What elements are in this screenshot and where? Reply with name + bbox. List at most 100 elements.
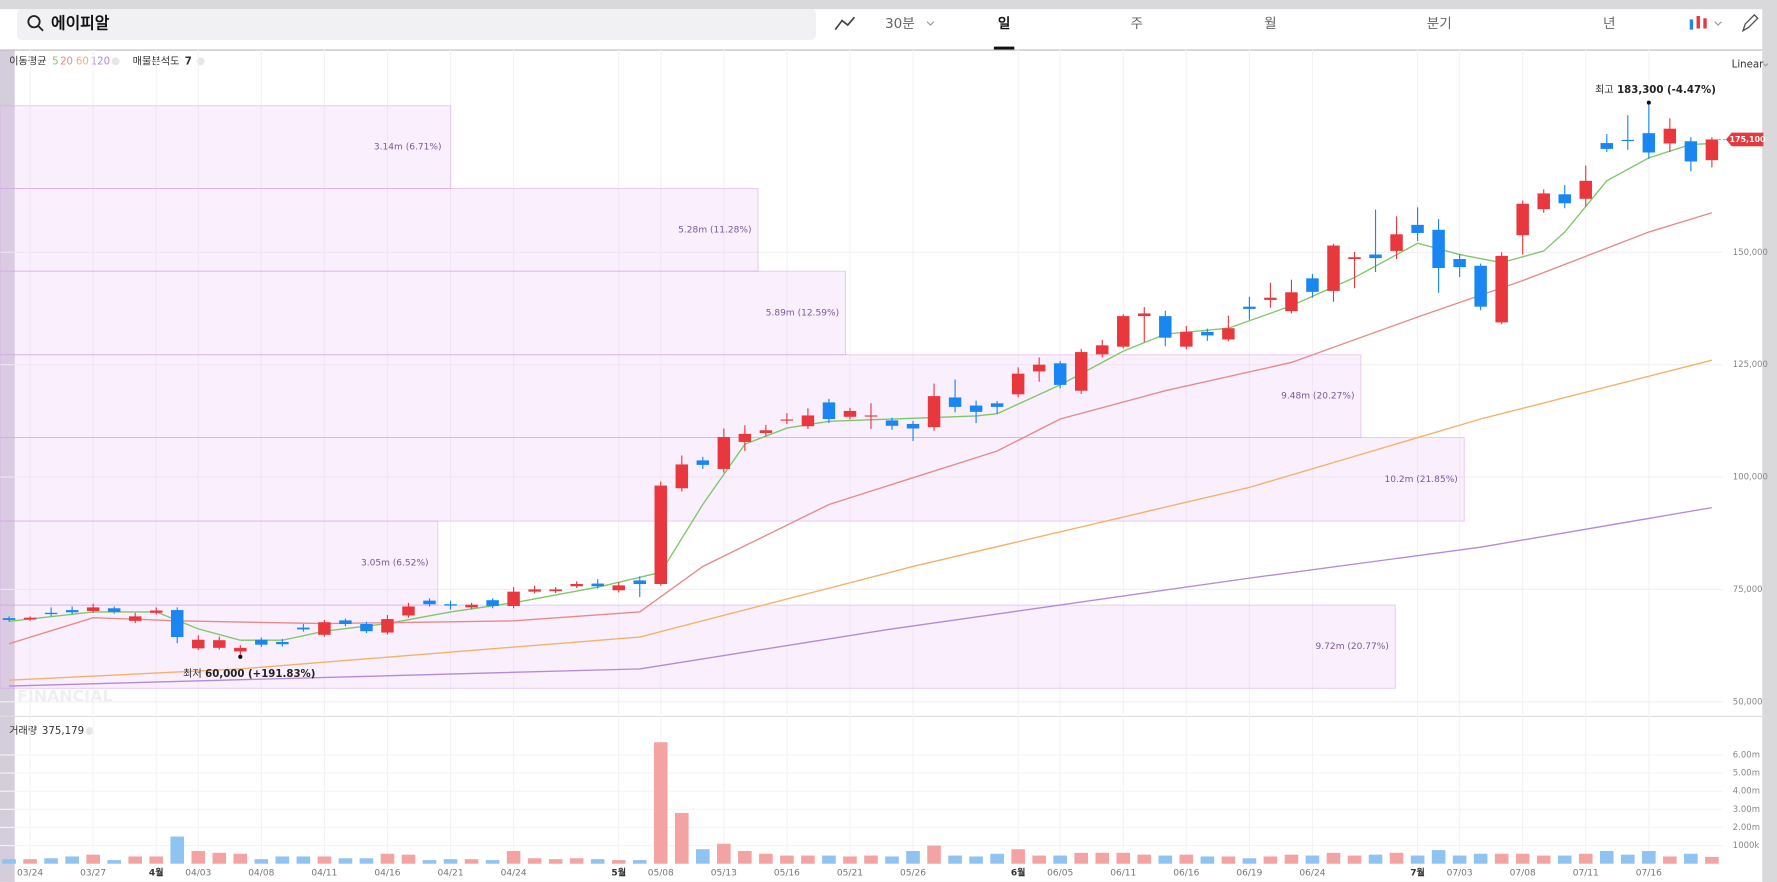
volume-bar <box>233 853 248 864</box>
remove-button[interactable] <box>111 57 120 66</box>
profile-legend-count: 7 <box>185 56 192 67</box>
x-tick-label: 03/27 <box>80 868 106 878</box>
profile-band <box>0 188 759 272</box>
volume-bar <box>1242 858 1257 864</box>
search-text[interactable]: 에이피알 <box>51 13 110 32</box>
candle-body <box>86 607 100 611</box>
period-tab[interactable]: 월 <box>1264 16 1276 32</box>
volume-bar <box>1179 854 1194 864</box>
candle-body <box>1053 363 1067 385</box>
volume-bar <box>149 856 164 864</box>
candle-body <box>1495 255 1508 323</box>
indicator-icon[interactable] <box>834 16 856 31</box>
volume-bar <box>65 856 79 864</box>
ma-legend-entry: 5 <box>52 56 58 67</box>
volume-bar <box>864 855 878 864</box>
candle-body <box>1348 257 1361 260</box>
volume-bar <box>359 858 374 864</box>
period-tab[interactable]: 년 <box>1603 16 1616 32</box>
volume-bar <box>1326 852 1341 864</box>
ma-legend-label: 이동평균 <box>9 55 47 67</box>
candle-body <box>1285 292 1298 312</box>
candle-body <box>213 640 226 648</box>
volume-bar <box>548 859 563 864</box>
volume-bar <box>1305 855 1320 864</box>
candle-body <box>128 616 142 621</box>
low-marker <box>238 654 243 659</box>
volume-bar <box>969 856 983 864</box>
volume-bar <box>506 851 521 864</box>
candle-body <box>171 610 184 638</box>
search-box[interactable] <box>16 9 816 40</box>
chart-type-icon[interactable] <box>1689 19 1694 30</box>
candle-body <box>612 585 625 591</box>
period-tab[interactable]: 일 <box>998 16 1011 32</box>
volume-bar <box>422 860 437 864</box>
candle-body <box>1222 328 1235 340</box>
volume-bar <box>1557 855 1572 864</box>
candle-body <box>1432 229 1445 269</box>
volume-bar <box>990 853 1004 864</box>
scale-button[interactable]: Linear <box>1732 60 1764 71</box>
x-tick-label: 07/11 <box>1573 868 1599 878</box>
profile-label: 3.14m (6.71%) <box>374 143 442 153</box>
volume-bar <box>1116 852 1131 864</box>
volume-bar <box>801 855 815 864</box>
volume-bar <box>1452 855 1467 864</box>
chart-type-icon[interactable] <box>1703 18 1707 29</box>
y-tick-label: 150,000 <box>1733 248 1768 258</box>
profile-label: 10.2m (21.85%) <box>1384 475 1457 485</box>
x-tick-label: 04/11 <box>311 868 337 878</box>
x-tick-label: 05/21 <box>837 868 863 878</box>
chart-type-icon[interactable] <box>1696 16 1700 29</box>
ma-legend-entry: 60 <box>76 56 89 67</box>
candle-body <box>528 589 541 592</box>
volume-bar <box>1431 850 1446 864</box>
volume-bar <box>1705 856 1719 864</box>
draw-icon[interactable] <box>1741 13 1759 33</box>
candle-body <box>1453 259 1466 268</box>
volume-bar <box>1347 855 1362 864</box>
x-tick-label: 05/26 <box>900 868 926 878</box>
candle-body <box>1011 373 1025 395</box>
x-tick-label: 7월 <box>1410 866 1425 878</box>
volume-bar <box>674 812 689 864</box>
volume-bar <box>212 852 227 864</box>
candle-body <box>297 627 310 630</box>
candle-body <box>402 606 415 616</box>
candle-body <box>423 600 436 605</box>
volume-bar <box>443 859 458 864</box>
volume-bar <box>611 860 626 864</box>
x-tick-label: 07/08 <box>1510 868 1536 878</box>
remove-button[interactable] <box>85 727 94 736</box>
period-tab[interactable]: 주 <box>1130 16 1143 32</box>
volume-bar <box>380 853 395 864</box>
candle-body <box>507 591 520 607</box>
candle-body <box>990 403 1004 407</box>
period-tab[interactable]: 분기 <box>1427 16 1452 32</box>
candle-body <box>633 580 646 585</box>
x-tick-label: 06/16 <box>1173 868 1199 878</box>
volume-bar <box>401 854 416 864</box>
x-tick-label: 04/21 <box>438 868 464 878</box>
watermark: FINANCIAL <box>17 687 112 706</box>
candle-body <box>1684 141 1698 162</box>
volume-bar <box>1158 855 1173 864</box>
candle-body <box>1327 245 1340 291</box>
x-tick-label: 04/24 <box>501 868 527 878</box>
volume-bar <box>632 860 647 864</box>
candle-body <box>360 624 373 632</box>
volume-bar <box>1263 856 1278 864</box>
volume-bar <box>1578 853 1593 864</box>
candle-body <box>1074 352 1088 391</box>
x-tick-label: 05/13 <box>711 868 737 878</box>
profile-label: 3.05m (6.52%) <box>361 559 429 569</box>
candle-body <box>1600 143 1614 149</box>
interval-button[interactable]: 30분 <box>885 16 915 32</box>
low-label: 최저 <box>183 668 202 680</box>
volume-bar <box>653 742 668 864</box>
candle-body <box>885 420 899 426</box>
x-tick-label: 4월 <box>149 866 164 878</box>
x-tick-label: 06/11 <box>1110 868 1136 878</box>
candle-body <box>717 437 731 469</box>
